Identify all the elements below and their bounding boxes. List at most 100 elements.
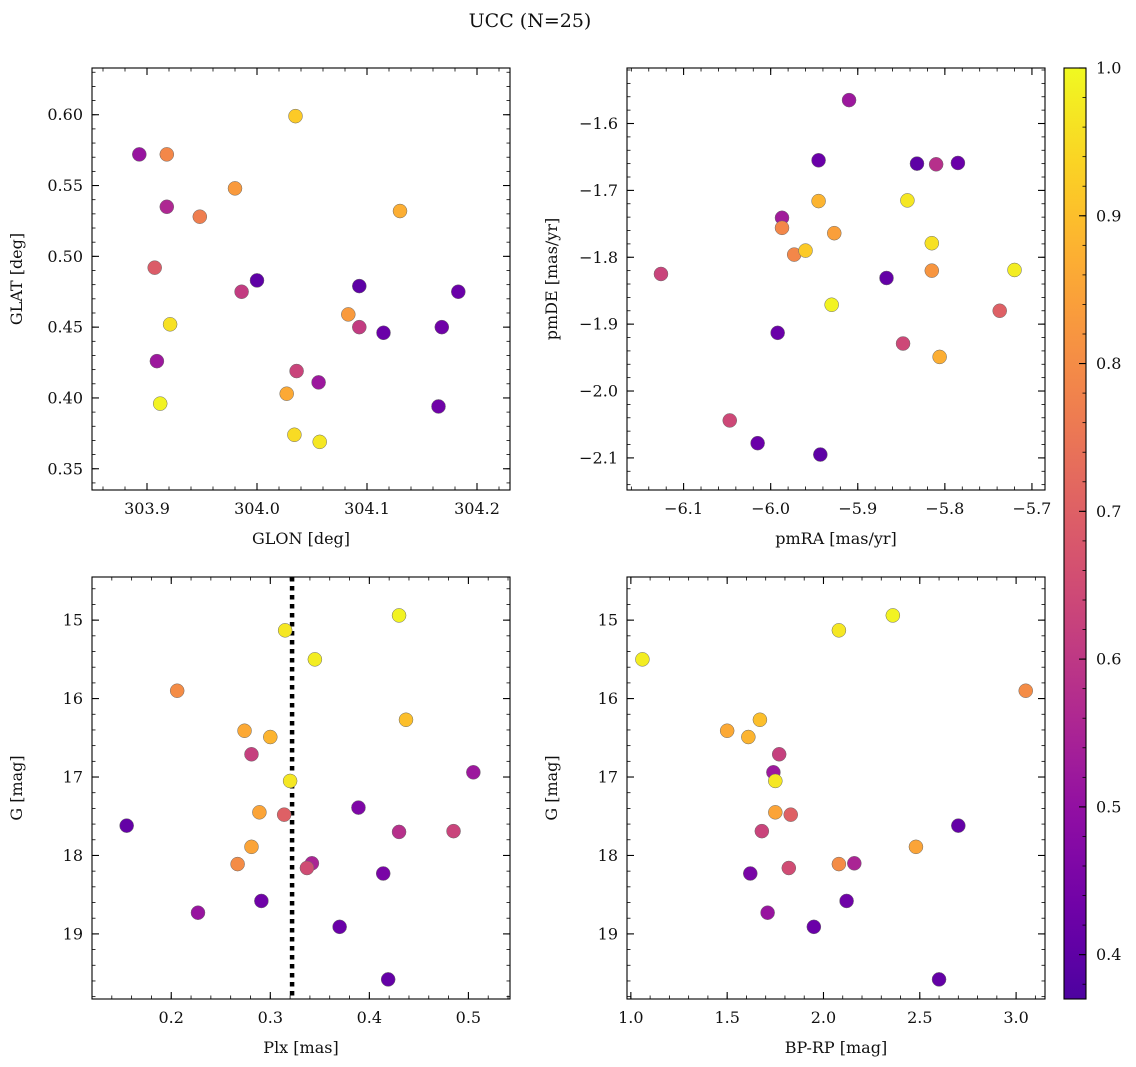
data-point	[244, 747, 259, 762]
y-tick-label: −1.6	[579, 114, 618, 133]
data-point	[774, 220, 790, 236]
y-tick-label: 0.35	[47, 459, 83, 478]
data-point	[277, 623, 293, 638]
colorbar-tick-label: 0.4	[1096, 945, 1121, 964]
data-point	[752, 712, 768, 728]
axes-frame	[91, 67, 511, 491]
y-tick-label: 16	[63, 689, 83, 708]
x-tick-label: 304.0	[234, 499, 280, 518]
data-point	[768, 805, 783, 820]
data-point	[289, 363, 304, 379]
data-point	[908, 839, 924, 855]
y-tick-label: 0.55	[47, 176, 83, 195]
panel-plx: 0.2 0.3 0.4 0.5 15 16 17 18 19 Plx [mas] G [mag]	[7, 576, 511, 1057]
data-point	[770, 325, 785, 341]
data-point	[391, 824, 407, 840]
data-point	[741, 729, 756, 745]
data-point	[162, 317, 178, 332]
y-tick-label: 0.40	[47, 388, 83, 407]
x-tick-label: 1.5	[714, 1008, 739, 1027]
panel-sky: 303.9 304.0 304.1 304.2 0.35 0.40 0.45 0.50 0.55…	[7, 67, 511, 548]
data-point	[376, 325, 391, 341]
colorbar-frame	[1063, 67, 1087, 1000]
y-tick-label: −2.1	[579, 448, 618, 467]
data-point	[249, 273, 265, 288]
x-axis-label: BP-RP [mag]	[785, 1038, 887, 1057]
data-point	[900, 193, 915, 208]
colorbar-tick-label: 0.8	[1096, 354, 1121, 373]
colorbar-tick-label: 0.6	[1096, 650, 1121, 669]
data-point	[169, 683, 185, 698]
data-point	[847, 856, 862, 871]
data-point	[227, 181, 243, 196]
axes-frame	[626, 576, 1046, 1000]
x-tick-label: 304.2	[454, 499, 500, 518]
data-point	[771, 747, 787, 762]
x-tick-label: 1.0	[618, 1008, 643, 1027]
y-tick-label: 17	[598, 768, 618, 787]
y-axis-label: G [mag]	[542, 755, 561, 820]
data-point	[466, 765, 481, 780]
data-point	[152, 396, 168, 411]
data-point	[827, 225, 842, 241]
data-point	[1007, 262, 1022, 278]
colorbar: 0.4 0.5 0.6 0.7 0.8 0.9 1.0	[1063, 59, 1121, 1000]
data-point	[287, 427, 302, 443]
data-point	[760, 905, 775, 920]
data-point	[806, 919, 822, 935]
x-tick-label: 0.5	[456, 1008, 481, 1027]
y-tick-label: −2.0	[579, 382, 618, 401]
y-tick-label: 16	[598, 689, 618, 708]
data-point	[750, 435, 765, 451]
x-tick-label: 303.9	[124, 499, 170, 518]
data-point	[282, 773, 298, 789]
data-point	[950, 155, 966, 171]
data-point	[149, 353, 165, 369]
data-point	[159, 199, 175, 215]
data-point	[831, 623, 847, 638]
data-point	[924, 263, 940, 278]
x-tick-label: −5.8	[925, 499, 964, 518]
colorbar-gradient	[1064, 68, 1086, 999]
x-tick-label: 304.1	[344, 499, 390, 518]
data-point	[307, 652, 323, 667]
x-axis-label: Plx [mas]	[263, 1038, 338, 1057]
x-axis-label: pmRA [mas/yr]	[775, 529, 897, 548]
y-tick-label: 0.60	[47, 105, 83, 124]
data-point	[352, 319, 367, 335]
data-point	[391, 608, 407, 623]
data-point	[928, 157, 944, 172]
data-point	[299, 860, 315, 876]
data-point	[831, 856, 847, 872]
x-tick-label: 0.3	[258, 1008, 283, 1027]
y-axis-label: G [mag]	[7, 755, 26, 820]
data-point	[263, 729, 278, 745]
y-tick-label: −1.7	[579, 181, 618, 200]
data-point	[951, 818, 966, 833]
y-tick-label: −1.8	[579, 248, 618, 267]
y-tick-label: 18	[598, 846, 618, 865]
data-point	[722, 413, 738, 428]
data-point	[119, 818, 134, 833]
x-tick-label: 3.0	[1003, 1008, 1028, 1027]
data-point	[909, 156, 925, 171]
y-tick-label: 18	[63, 846, 83, 865]
data-point	[768, 773, 783, 789]
x-tick-label: −6.1	[664, 499, 703, 518]
data-point	[252, 805, 267, 820]
x-tick-label: 0.2	[159, 1008, 184, 1027]
data-point	[653, 266, 669, 282]
data-point	[341, 307, 356, 322]
data-point	[254, 893, 269, 909]
data-point	[375, 866, 391, 881]
data-point	[451, 284, 466, 299]
panels: 303.9 304.0 304.1 304.2 0.35 0.40 0.45 0.50 0.55…	[7, 67, 1051, 1057]
data-point	[813, 447, 828, 462]
figure-title: UCC (N=25)	[469, 10, 592, 32]
data-point	[312, 434, 327, 450]
colorbar-tick-label: 1.0	[1096, 59, 1121, 78]
data-point	[992, 303, 1007, 319]
y-tick-label: 15	[598, 611, 618, 630]
data-point	[190, 905, 206, 920]
